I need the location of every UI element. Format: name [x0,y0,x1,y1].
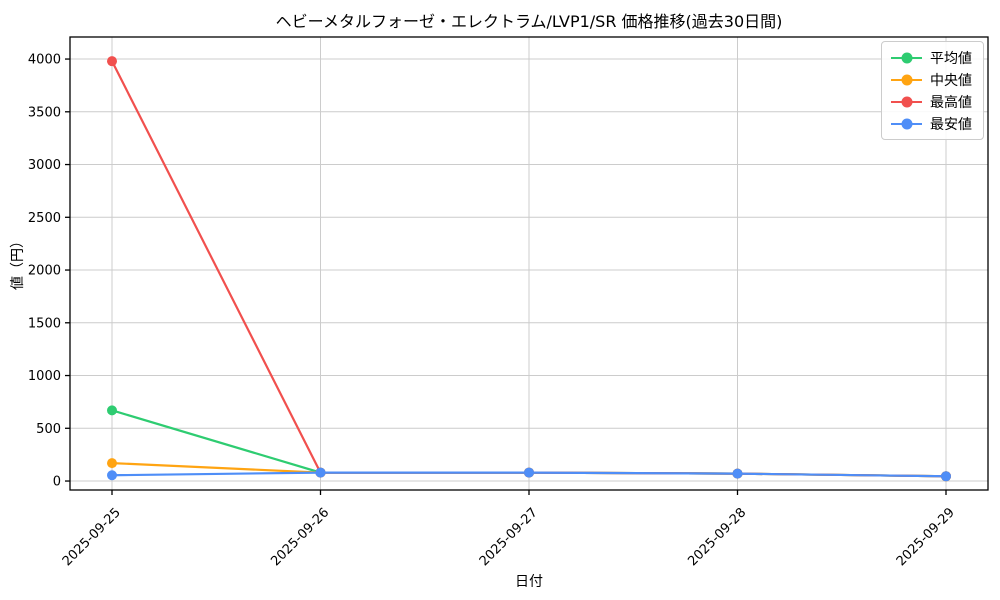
series-marker-3 [524,467,534,478]
y-tick-label: 500 [36,422,61,437]
y-tick-label: 2500 [28,211,61,226]
legend-item-median: 中央値 [891,71,972,89]
legend: 平均値 中央値 最高値 最安値 [881,41,984,140]
series-marker-3 [107,470,117,481]
legend-item-mean: 平均値 [891,49,972,67]
legend-item-max: 最高値 [891,93,972,111]
y-tick-label: 1500 [28,316,61,331]
y-tick-label: 3500 [28,105,61,120]
legend-line-marker-orange [891,74,922,85]
legend-line-marker-green [891,52,922,63]
legend-line-marker-blue [891,118,922,129]
y-tick-label: 2000 [28,264,61,279]
x-axis-label: 日付 [515,574,543,590]
y-tick-label: 0 [53,475,61,490]
y-tick-label: 4000 [28,53,61,68]
x-tick-label: 2025-09-26 [268,505,332,569]
x-tick-label: 2025-09-28 [685,505,749,569]
series-marker-1 [107,458,117,469]
y-axis-label: 値（円） [10,234,26,290]
legend-label-median: 中央値 [930,72,972,89]
y-tick-label: 1000 [28,369,61,384]
series-marker-3 [315,467,326,478]
chart-title: ヘビーメタルフォーゼ・エレクトラム/LVP1/SR 価格推移(過去30日間) [275,12,783,31]
x-tick-label: 2025-09-25 [60,505,124,569]
x-tick-label: 2025-09-27 [477,505,541,569]
legend-item-min: 最安値 [891,115,972,133]
legend-label-max: 最高値 [930,94,972,111]
series-marker-0 [107,405,117,416]
series-marker-2 [107,56,117,67]
series-marker-3 [732,468,743,479]
legend-label-min: 最安値 [930,116,972,133]
legend-label-mean: 平均値 [930,50,972,67]
legend-line-marker-red [891,96,922,107]
series-marker-3 [941,471,951,482]
y-tick-label: 3000 [28,158,61,173]
x-tick-label: 2025-09-29 [894,505,958,569]
